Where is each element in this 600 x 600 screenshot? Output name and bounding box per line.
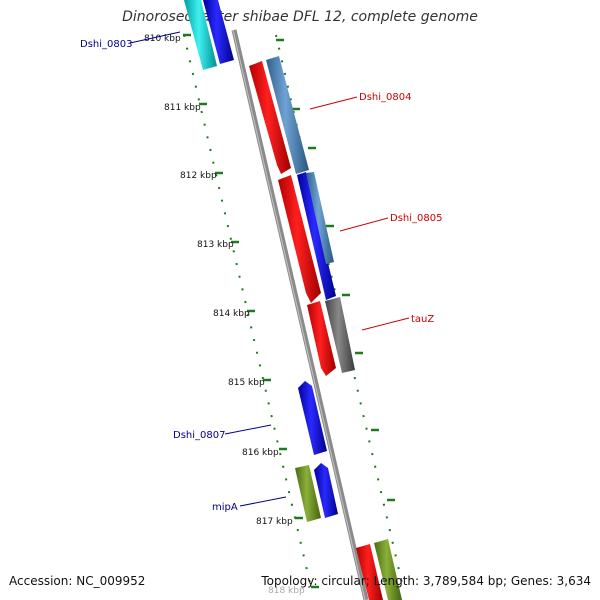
feature-blue[interactable]	[203, 0, 234, 64]
tick-label-815: 815 kbp	[228, 378, 265, 388]
feature-blue[interactable]	[297, 172, 336, 300]
feature-dshi-0803[interactable]	[184, 0, 234, 70]
gene-label-tauz[interactable]: tauZ	[411, 314, 434, 325]
leader-dshi-0804	[309, 96, 358, 110]
gene-label-dshi-0804[interactable]: Dshi_0804	[359, 92, 411, 103]
tick-label-813: 813 kbp	[197, 240, 234, 250]
gene-label-mipa[interactable]: mipA	[212, 502, 238, 513]
major-ticks-right	[276, 38, 395, 502]
feature-cyan[interactable]	[184, 0, 217, 70]
leader-dshi-0807	[224, 424, 272, 435]
feature-olive[interactable]	[374, 539, 402, 600]
feature-grey[interactable]	[325, 297, 355, 373]
feature-tauz[interactable]	[307, 297, 355, 376]
tick-label-814: 814 kbp	[213, 309, 250, 319]
feature-dshi-0807[interactable]	[298, 381, 327, 455]
feature-red[interactable]	[356, 544, 383, 600]
feature-steel[interactable]	[306, 172, 334, 264]
gene-label-dshi-0805[interactable]: Dshi_0805	[390, 213, 442, 224]
major-ticks	[183, 33, 319, 589]
topology-text: Topology: circular; Length: 3,789,584 bp…	[261, 574, 591, 588]
feature-olive[interactable]	[295, 465, 321, 522]
feature-dshi-0804[interactable]	[249, 56, 309, 174]
backbone-highlight	[232, 29, 366, 600]
accession-text: Accession: NC_009952	[9, 574, 146, 588]
tick-label-810: 810 kbp	[144, 34, 181, 44]
feature-blue[interactable]	[298, 381, 327, 455]
leader-dshi-0805	[339, 217, 389, 232]
feature-dshi-0805[interactable]	[278, 172, 336, 303]
gene-label-dshi-0803[interactable]: Dshi_0803	[80, 39, 132, 50]
feature-red[interactable]	[249, 61, 291, 174]
feature-red[interactable]	[307, 301, 336, 376]
tick-label-818: 818 kbp	[268, 586, 305, 596]
gene-label-dshi-0807[interactable]: Dshi_0807	[173, 430, 225, 441]
tick-label-816: 816 kbp	[242, 448, 279, 458]
feature-red[interactable]	[278, 175, 321, 303]
tick-label-812: 812 kbp	[180, 171, 217, 181]
feature-mipa[interactable]	[295, 463, 338, 522]
leader-tauz	[361, 317, 410, 331]
feature-blue[interactable]	[314, 463, 338, 518]
leader-mipa	[239, 496, 287, 507]
feature-steel[interactable]	[266, 56, 309, 174]
tick-label-811: 811 kbp	[164, 103, 201, 113]
feature-bottom-pair[interactable]	[356, 539, 402, 600]
genome-backbone	[231, 29, 369, 600]
tick-label-817: 817 kbp	[256, 517, 293, 527]
leader-dshi-0803	[129, 31, 181, 44]
